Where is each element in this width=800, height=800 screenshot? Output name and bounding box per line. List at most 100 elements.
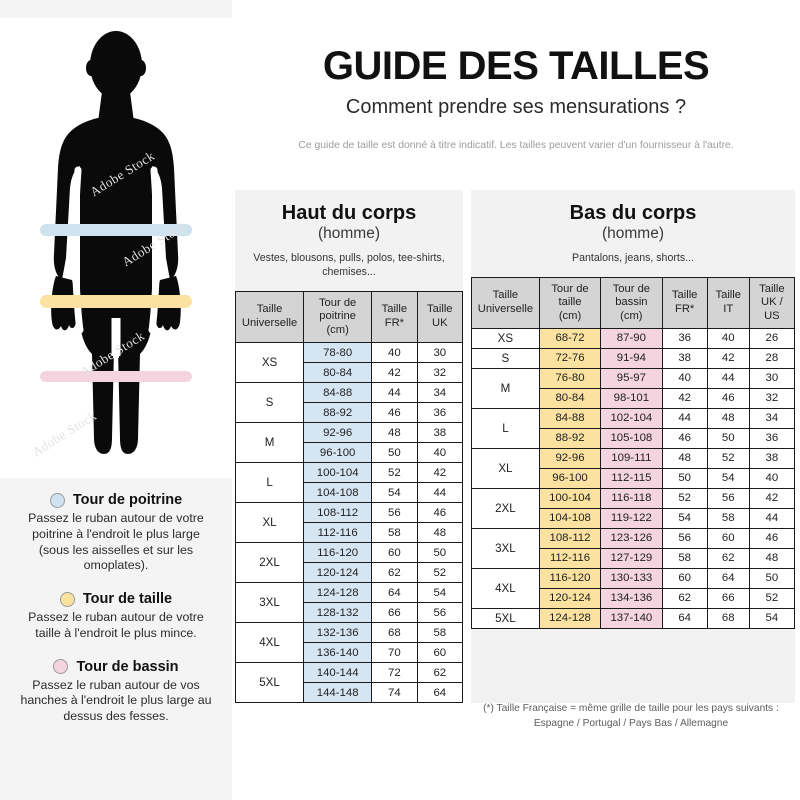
chest-measure-cell: 140-144 (303, 662, 373, 684)
chest-measure-cell: 132-136 (303, 622, 373, 644)
size-fr-cell: 66 (371, 602, 418, 624)
table-row: 4XL 132-136 68 58 (234, 622, 464, 664)
card-garment-list: Pantalons, jeans, shorts... (572, 251, 694, 264)
waist-measure-cell: 104-108 (538, 507, 602, 529)
size-uk-us-cell: 32 (748, 387, 796, 409)
table-row: M 92-96 48 38 (234, 422, 464, 464)
size-fr-cell: 74 (371, 682, 418, 704)
size-fr-cell: 38 (661, 347, 708, 369)
table-row: 4XL 116-120 130-133 60 64 50 (471, 567, 796, 609)
size-it-cell: 52 (706, 447, 750, 469)
size-fr-cell: 60 (661, 567, 708, 589)
chest-measure-cell: 96-100 (303, 442, 373, 464)
size-fr-cell: 58 (371, 522, 418, 544)
size-uk-cell: 38 (416, 422, 464, 444)
waist-measure-cell: 76-80 (538, 367, 602, 389)
size-fr-cell: 46 (661, 427, 708, 449)
footnote-line-2: Espagne / Portugal / Pays Bas / Allemagn… (533, 717, 729, 729)
table-row: XL 92-96 109-111 48 52 38 (471, 447, 796, 489)
size-fr-cell: 54 (661, 507, 708, 529)
size-fr-cell: 44 (371, 382, 418, 404)
size-uk-us-cell: 36 (748, 427, 796, 449)
size-it-cell: 50 (706, 427, 750, 449)
bottom-col-header: Taille IT (706, 276, 750, 329)
size-fr-cell: 70 (371, 642, 418, 664)
size-it-cell: 66 (706, 587, 750, 609)
bottom-body-card: Bas du corps (homme) Pantalons, jeans, s… (471, 190, 796, 704)
page-header: GUIDE DES TAILLES Comment prendre ses me… (232, 0, 800, 151)
card-subtitle: (homme) (317, 225, 380, 242)
silhouette-svg (40, 31, 192, 454)
size-uk-us-cell: 28 (748, 347, 796, 369)
size-it-cell: 68 (706, 607, 750, 629)
hip-measure-cell: 130-133 (600, 567, 663, 589)
chest-swatch-icon (49, 492, 65, 508)
size-it-cell: 58 (706, 507, 750, 529)
size-fr-cell: 64 (661, 607, 708, 629)
waist-measure-cell: 68-72 (538, 327, 602, 349)
size-fr-cell: 72 (371, 662, 418, 684)
bottom-col-header: Tour de taille (cm) (538, 276, 602, 329)
table-row: 80-84 98-101 42 46 32 (472, 387, 796, 409)
table-row: XS 78-80 40 30 (234, 342, 464, 384)
size-uk-cell: 32 (416, 362, 464, 384)
legend-title: Tour de poitrine (72, 492, 183, 508)
hip-measure-cell: 137-140 (600, 607, 663, 629)
size-uk-us-cell: 42 (748, 487, 796, 509)
universal-size-cell: 2XL (471, 487, 540, 529)
table-row: M 76-80 95-97 40 44 30 (471, 367, 796, 409)
top-col-header: Taille FR* (371, 290, 418, 344)
table-row: 104-108 54 44 (236, 482, 464, 504)
left-panel: Adobe Stock Adobe Stock Adobe Stock Adob… (0, 0, 232, 800)
hip-measure-cell: 91-94 (600, 347, 663, 369)
table-row: S 72-76 91-94 38 42 28 (471, 347, 796, 369)
hip-band (40, 371, 192, 382)
size-it-cell: 48 (706, 407, 750, 429)
table-row: 3XL 108-112 123-126 56 60 46 (471, 527, 796, 569)
table-row: XS 68-72 87-90 36 40 26 (471, 327, 796, 349)
size-uk-us-cell: 38 (748, 447, 796, 469)
size-uk-cell: 44 (416, 482, 464, 504)
card-subtitle: (homme) (601, 225, 664, 242)
hip-measure-cell: 98-101 (600, 387, 663, 409)
table-row: 144-148 74 64 (236, 682, 464, 704)
waist-measure-cell: 96-100 (538, 467, 602, 489)
size-uk-cell: 54 (416, 582, 464, 604)
universal-size-cell: XL (471, 447, 540, 489)
legend-title: Tour de taille (82, 591, 173, 607)
hip-measure-cell: 119-122 (600, 507, 663, 529)
universal-size-cell: 5XL (471, 607, 540, 629)
size-fr-cell: 54 (371, 482, 418, 504)
universal-size-cell: XL (234, 502, 305, 544)
chest-measure-cell: 108-112 (303, 502, 373, 524)
size-fr-cell: 62 (371, 562, 418, 584)
size-it-cell: 64 (706, 567, 750, 589)
size-uk-cell: 30 (416, 342, 464, 364)
universal-size-cell: M (471, 367, 540, 409)
waist-band (40, 295, 192, 308)
universal-size-cell: 4XL (234, 622, 305, 664)
chest-measure-cell: 78-80 (303, 342, 373, 364)
chest-measure-cell: 92-96 (303, 422, 373, 444)
hip-measure-cell: 105-108 (600, 427, 663, 449)
size-it-cell: 44 (706, 367, 750, 389)
chest-measure-cell: 128-132 (303, 602, 373, 624)
waist-measure-cell: 124-128 (538, 607, 602, 629)
size-fr-cell: 36 (661, 327, 708, 349)
size-uk-cell: 50 (416, 542, 464, 564)
size-fr-cell: 40 (371, 342, 418, 364)
top-col-header: Taille UK (416, 290, 464, 344)
universal-size-cell: 3XL (471, 527, 540, 569)
table-row: S 84-88 44 34 (234, 382, 464, 424)
top-body-card: Haut du corps (homme) Vestes, blousons, … (234, 190, 464, 704)
size-uk-cell: 34 (416, 382, 464, 404)
legend-title: Tour de bassin (76, 658, 179, 675)
legend-item-chest: Tour de poitrine Passez le ruban autour … (16, 492, 216, 574)
universal-size-cell: S (234, 382, 305, 424)
hip-swatch-icon (53, 659, 69, 674)
universal-size-cell: 4XL (471, 567, 540, 609)
chest-measure-cell: 120-124 (303, 562, 373, 584)
legend-item-hip: Tour de bassin Passez le ruban autour de… (16, 659, 216, 725)
size-uk-cell: 62 (416, 662, 464, 684)
page-title: GUIDE DES TAILLES (322, 44, 710, 88)
